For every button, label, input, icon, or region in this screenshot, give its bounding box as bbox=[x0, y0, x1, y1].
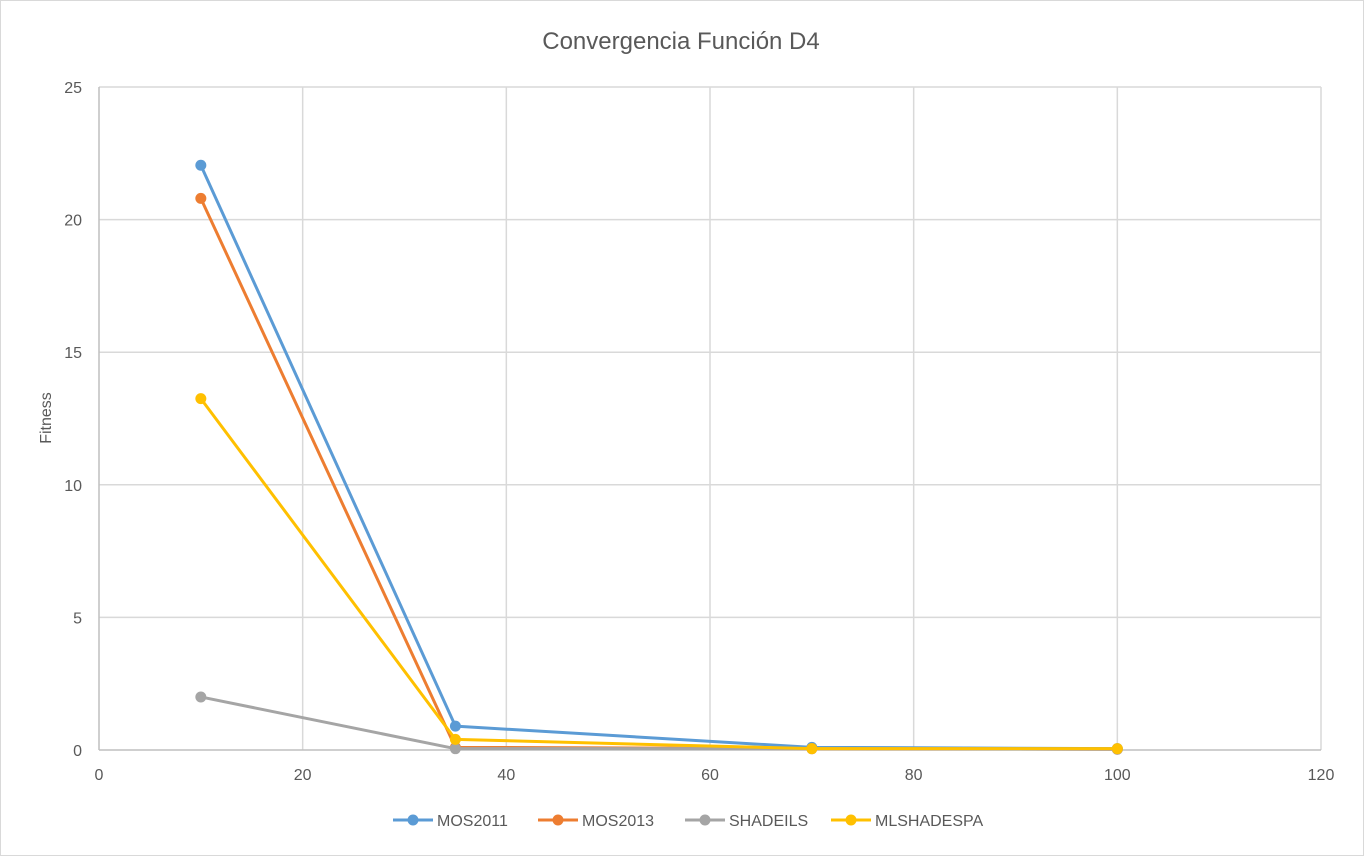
legend-item-mos2011: MOS2011 bbox=[393, 813, 508, 830]
series-mos2013 bbox=[195, 192, 1123, 755]
data-point-mos2013-0 bbox=[195, 192, 207, 204]
legend-label: MLSHADESPA bbox=[875, 813, 984, 830]
x-tick-label-1: 20 bbox=[294, 767, 312, 784]
y-tick-label-5: 25 bbox=[64, 80, 82, 97]
series-group bbox=[195, 159, 1123, 755]
x-tick-label-5: 100 bbox=[1104, 767, 1131, 784]
y-axis-ticks: 0 5 10 15 20 25 bbox=[64, 80, 82, 760]
series-mos2011 bbox=[195, 159, 1123, 755]
legend: MOS2011 MOS2013 SHADEILS MLSHADESPA bbox=[393, 813, 984, 830]
data-point-mos2011-0 bbox=[195, 159, 207, 171]
data-point-mlshadespa-3 bbox=[1111, 743, 1123, 755]
y-tick-label-2: 10 bbox=[64, 478, 82, 495]
x-tick-label-6: 120 bbox=[1308, 767, 1335, 784]
data-point-shadeils-1 bbox=[449, 743, 461, 755]
legend-item-shadeils: SHADEILS bbox=[685, 813, 808, 830]
x-tick-label-4: 80 bbox=[905, 767, 923, 784]
data-point-shadeils-0 bbox=[195, 691, 207, 703]
legend-item-mos2013: MOS2013 bbox=[538, 813, 654, 830]
series-mlshadespa bbox=[195, 393, 1123, 755]
data-point-mos2011-1 bbox=[449, 720, 461, 732]
data-point-mlshadespa-2 bbox=[806, 743, 818, 755]
y-tick-label-4: 20 bbox=[64, 213, 82, 230]
x-axis-ticks: 0 20 40 60 80 100 120 bbox=[95, 767, 1335, 784]
legend-label: MOS2011 bbox=[437, 813, 508, 830]
x-tick-label-2: 40 bbox=[497, 767, 515, 784]
legend-item-mlshadespa: MLSHADESPA bbox=[831, 813, 984, 830]
legend-swatch-marker bbox=[845, 814, 857, 826]
series-line-shadeils bbox=[200, 695, 1118, 751]
x-tick-label-0: 0 bbox=[95, 767, 104, 784]
y-tick-label-3: 15 bbox=[64, 345, 82, 362]
legend-label: SHADEILS bbox=[729, 813, 808, 830]
grid bbox=[98, 86, 1322, 751]
series-line-mos2013 bbox=[199, 197, 1118, 751]
data-point-mlshadespa-1 bbox=[449, 733, 461, 745]
x-tick-label-3: 60 bbox=[701, 767, 719, 784]
y-tick-label-1: 5 bbox=[73, 610, 82, 627]
legend-swatch-marker bbox=[552, 814, 564, 826]
legend-label: MOS2013 bbox=[582, 813, 654, 830]
series-line-mos2011 bbox=[199, 164, 1118, 751]
legend-swatch-marker bbox=[699, 814, 711, 826]
y-axis-label: Fitness bbox=[38, 392, 55, 444]
legend-swatch-marker bbox=[407, 814, 419, 826]
y-tick-label-0: 0 bbox=[73, 743, 82, 760]
series-line-mlshadespa bbox=[199, 397, 1118, 751]
data-point-mlshadespa-0 bbox=[195, 393, 207, 405]
chart-title: Convergencia Función D4 bbox=[542, 28, 820, 55]
